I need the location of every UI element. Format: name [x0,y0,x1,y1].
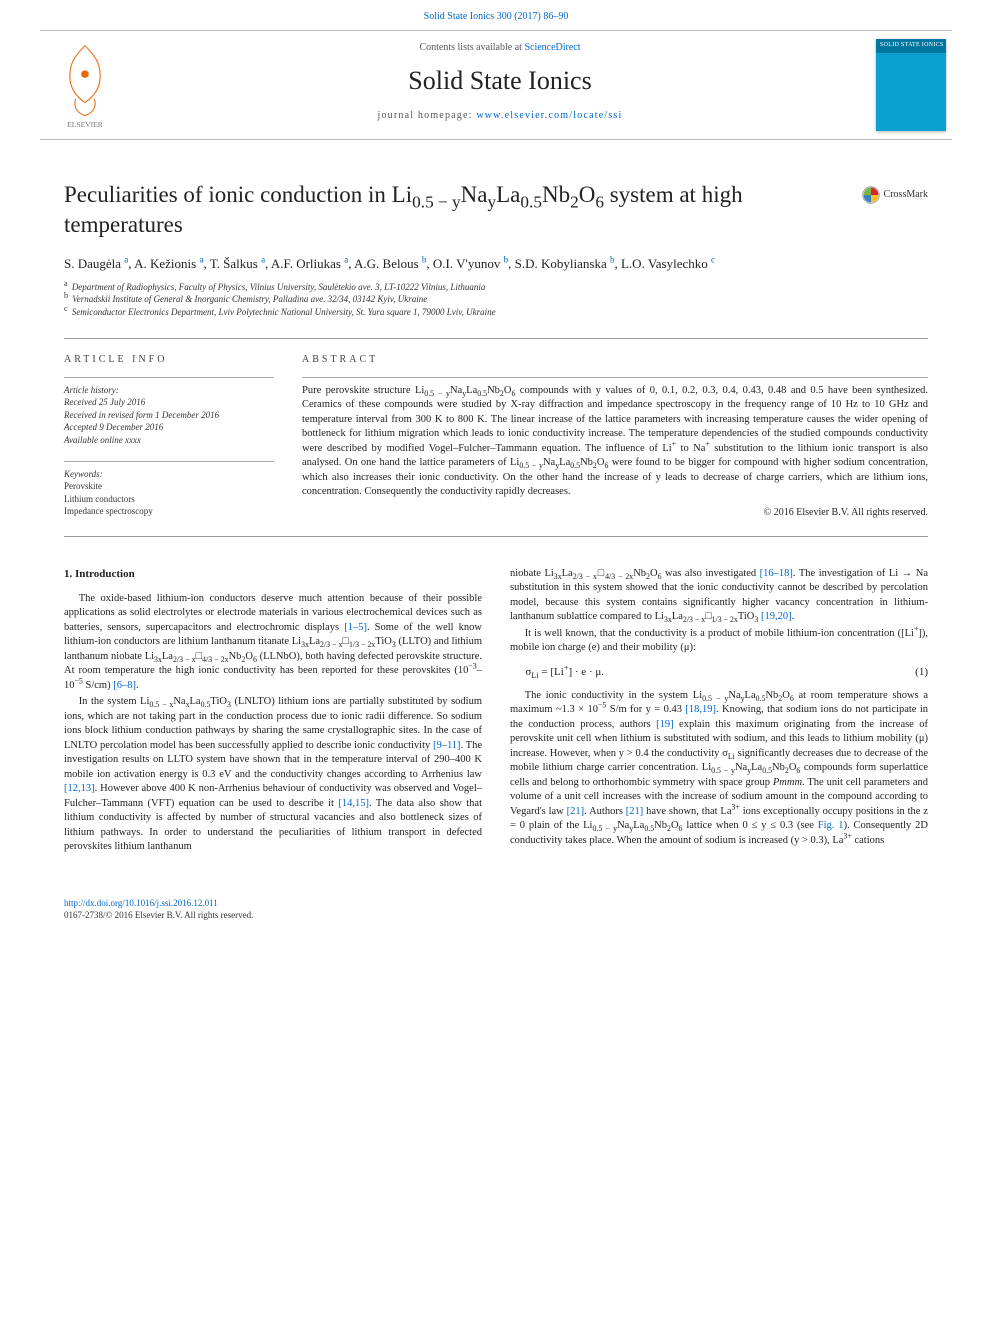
history-line: Received 25 July 2016 [64,396,274,409]
crossmark-icon [862,186,880,204]
history-label: Article history: [64,384,274,397]
top-citation-link[interactable]: Solid State Ionics 300 (2017) 86–90 [424,11,569,22]
keywords-block: Keywords: PerovskiteLithium conductorsIm… [64,461,274,518]
info-abstract-row: ARTICLE INFO Article history: Received 2… [64,353,928,520]
body-paragraph: The ionic conductivity in the system Li0… [510,689,928,848]
equation-1: σLi = [Li+] · e · μ. (1) [510,665,928,680]
history-line: Available online xxxx [64,434,274,447]
journal-name: Solid State Ionics [138,63,862,99]
article-title: Peculiarities of ionic conduction in Li0… [64,180,928,240]
history-line: Accepted 9 December 2016 [64,421,274,434]
article-info-col: ARTICLE INFO Article history: Received 2… [64,353,274,520]
article-header: CrossMark Peculiarities of ionic conduct… [64,180,928,318]
body-col-left: 1. Introduction The oxide-based lithium-… [64,567,482,857]
equation-number: (1) [903,665,928,680]
body-columns: 1. Introduction The oxide-based lithium-… [64,567,928,857]
svg-text:ELSEVIER: ELSEVIER [67,120,104,129]
issn-line: 0167-2738/© 2016 Elsevier B.V. All right… [64,910,253,920]
rule-mid [64,536,928,537]
abstract-head: ABSTRACT [302,353,928,367]
homepage-prefix: journal homepage: [378,110,477,121]
article-history: Article history: Received 25 July 2016Re… [64,377,274,447]
body-paragraph: niobate Li3xLa2/3 − x□4/3 − 2xNb2O6 was … [510,567,928,625]
keyword-item: Perovskite [64,480,274,493]
elsevier-logo: ELSEVIER [40,31,130,139]
cover-label: SOLID STATE IONICS [880,41,944,49]
crossmark-badge[interactable]: CrossMark [862,186,928,204]
body-paragraph: The oxide-based lithium-ion conductors d… [64,592,482,693]
journal-cover: SOLID STATE IONICS [870,31,952,139]
keyword-item: Lithium conductors [64,493,274,506]
abstract-col: ABSTRACT Pure perovskite structure Li0.5… [302,353,928,520]
body-paragraph: It is well known, that the conductivity … [510,627,928,656]
keyword-item: Impedance spectroscopy [64,505,274,518]
affiliations: a Department of Radiophysics, Faculty of… [64,281,928,317]
section-1-head: 1. Introduction [64,567,482,582]
journal-header: ELSEVIER Contents lists available at Sci… [40,30,952,140]
abstract-copyright: © 2016 Elsevier B.V. All rights reserved… [302,506,928,520]
keywords-label: Keywords: [64,468,274,481]
body-paragraph: In the system Li0.5 − xNaxLa0.5TiO3 (LNL… [64,695,482,854]
history-line: Received in revised form 1 December 2016 [64,409,274,422]
affiliation-line: b Vernadskii Institute of General & Inor… [64,293,928,305]
sciencedirect-link[interactable]: ScienceDirect [524,42,580,53]
header-center: Contents lists available at ScienceDirec… [130,31,870,139]
abstract-text: Pure perovskite structure Li0.5 − yNayLa… [302,377,928,500]
crossmark-label: CrossMark [884,188,928,202]
top-citation: Solid State Ionics 300 (2017) 86–90 [0,0,992,30]
affiliation-line: a Department of Radiophysics, Faculty of… [64,281,928,293]
homepage-link[interactable]: www.elsevier.com/locate/ssi [476,110,622,121]
contents-prefix: Contents lists available at [419,42,524,53]
affiliation-line: c Semiconductor Electronics Department, … [64,306,928,318]
page-footer: http://dx.doi.org/10.1016/j.ssi.2016.12.… [64,897,928,922]
author-list: S. Daugėla a, A. Kežionis a, T. Šalkus a… [64,254,928,274]
article-info-head: ARTICLE INFO [64,353,274,367]
equation-body: σLi = [Li+] · e · μ. [525,665,604,680]
body-col-right: niobate Li3xLa2/3 − x□4/3 − 2xNb2O6 was … [510,567,928,857]
doi-link[interactable]: http://dx.doi.org/10.1016/j.ssi.2016.12.… [64,898,218,908]
rule-top [64,338,928,339]
